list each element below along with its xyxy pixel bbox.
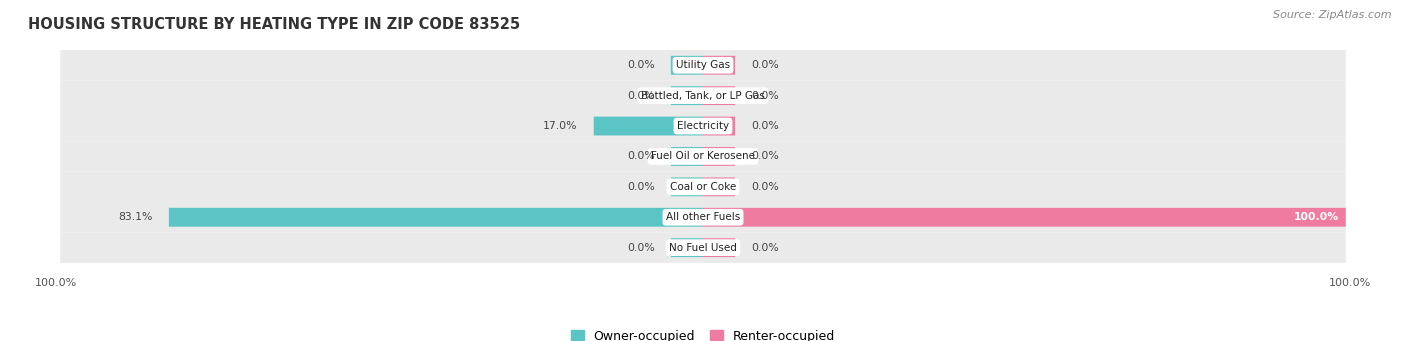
- Text: Fuel Oil or Kerosene: Fuel Oil or Kerosene: [651, 151, 755, 161]
- Text: 0.0%: 0.0%: [627, 91, 655, 101]
- FancyBboxPatch shape: [703, 177, 735, 196]
- FancyBboxPatch shape: [671, 56, 703, 75]
- Text: 0.0%: 0.0%: [751, 151, 779, 161]
- FancyBboxPatch shape: [671, 238, 703, 257]
- FancyBboxPatch shape: [671, 177, 703, 196]
- FancyBboxPatch shape: [60, 50, 1346, 80]
- Text: Source: ZipAtlas.com: Source: ZipAtlas.com: [1274, 10, 1392, 20]
- FancyBboxPatch shape: [671, 86, 703, 105]
- FancyBboxPatch shape: [593, 117, 703, 135]
- FancyBboxPatch shape: [60, 172, 1346, 202]
- Text: 0.0%: 0.0%: [627, 182, 655, 192]
- Text: Electricity: Electricity: [676, 121, 730, 131]
- FancyBboxPatch shape: [671, 147, 703, 166]
- FancyBboxPatch shape: [703, 117, 735, 135]
- Text: 100.0%: 100.0%: [1294, 212, 1340, 222]
- FancyBboxPatch shape: [60, 80, 1346, 111]
- Text: 0.0%: 0.0%: [751, 121, 779, 131]
- Text: 83.1%: 83.1%: [118, 212, 153, 222]
- Text: HOUSING STRUCTURE BY HEATING TYPE IN ZIP CODE 83525: HOUSING STRUCTURE BY HEATING TYPE IN ZIP…: [28, 17, 520, 32]
- FancyBboxPatch shape: [703, 238, 735, 257]
- FancyBboxPatch shape: [169, 208, 703, 227]
- FancyBboxPatch shape: [60, 111, 1346, 141]
- Text: Coal or Coke: Coal or Coke: [669, 182, 737, 192]
- Text: Bottled, Tank, or LP Gas: Bottled, Tank, or LP Gas: [641, 91, 765, 101]
- Text: 17.0%: 17.0%: [543, 121, 578, 131]
- Text: 100.0%: 100.0%: [35, 278, 77, 287]
- Text: All other Fuels: All other Fuels: [666, 212, 740, 222]
- FancyBboxPatch shape: [60, 233, 1346, 263]
- FancyBboxPatch shape: [60, 141, 1346, 172]
- FancyBboxPatch shape: [60, 202, 1346, 233]
- Text: Utility Gas: Utility Gas: [676, 60, 730, 70]
- Legend: Owner-occupied, Renter-occupied: Owner-occupied, Renter-occupied: [571, 329, 835, 341]
- Text: 100.0%: 100.0%: [1329, 278, 1371, 287]
- FancyBboxPatch shape: [703, 56, 735, 75]
- Text: 0.0%: 0.0%: [751, 243, 779, 253]
- Text: 0.0%: 0.0%: [627, 243, 655, 253]
- Text: 0.0%: 0.0%: [627, 151, 655, 161]
- Text: 0.0%: 0.0%: [751, 91, 779, 101]
- Text: 0.0%: 0.0%: [751, 60, 779, 70]
- FancyBboxPatch shape: [703, 86, 735, 105]
- FancyBboxPatch shape: [703, 208, 1346, 227]
- Text: 0.0%: 0.0%: [751, 182, 779, 192]
- Text: No Fuel Used: No Fuel Used: [669, 243, 737, 253]
- Text: 0.0%: 0.0%: [627, 60, 655, 70]
- FancyBboxPatch shape: [703, 147, 735, 166]
